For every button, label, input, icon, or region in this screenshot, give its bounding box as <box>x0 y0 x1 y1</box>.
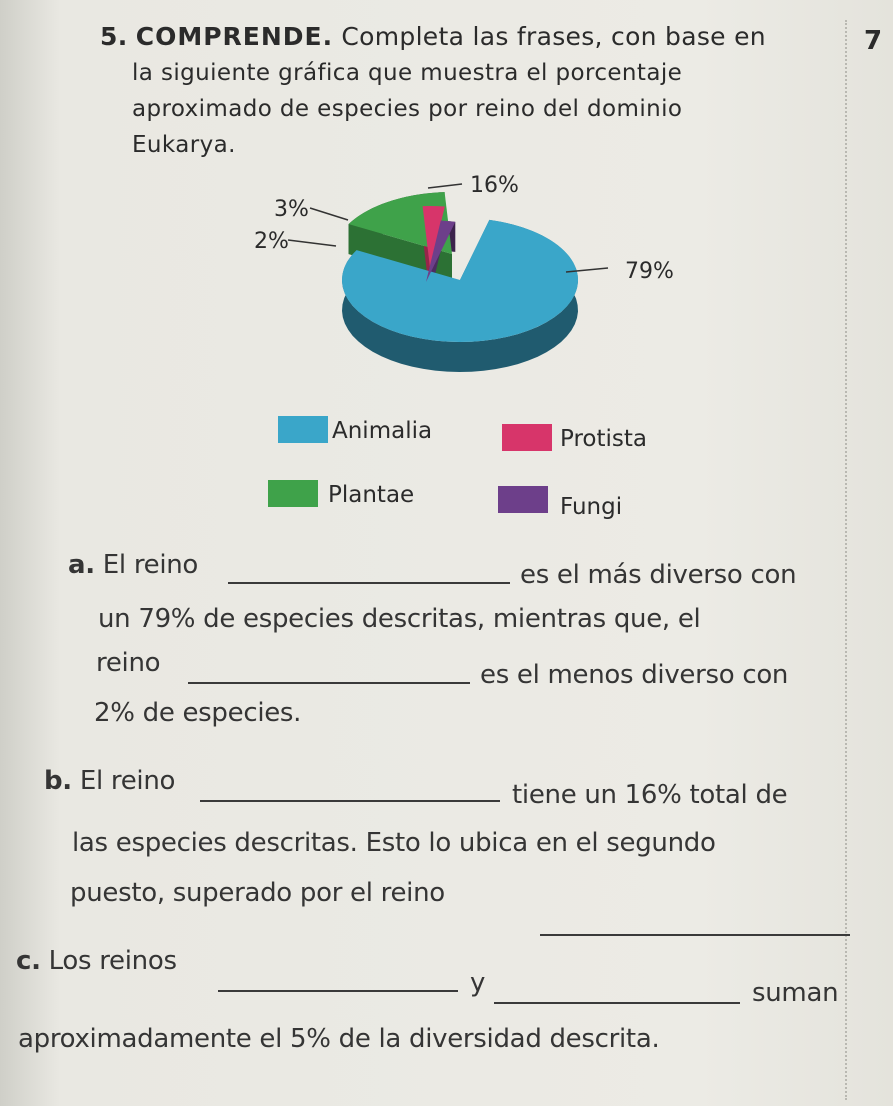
sentence-a-line-1: a. El reino <box>68 550 198 580</box>
sentence-c-text-2: y <box>470 968 486 998</box>
question-number: 5. <box>100 22 128 51</box>
legend-label-animalia: Animalia <box>332 418 433 444</box>
sentence-a-line-2: un 79% de especies descritas, mientras q… <box>98 604 701 634</box>
sentence-b-line-2: las especies descritas. Esto lo ubica en… <box>72 828 716 858</box>
data-label-plantae: 16% <box>470 173 519 198</box>
sentence-c-line-1: c. Los reinos <box>16 946 177 976</box>
blank-b-1[interactable] <box>200 778 500 802</box>
blank-a-2[interactable] <box>188 660 470 684</box>
sentence-a-line-4: 2% de especies. <box>94 698 302 728</box>
question-keyword: COMPRENDE. <box>135 22 334 51</box>
data-label-fungi: 2% <box>254 229 289 254</box>
sentence-a-text-3: reino <box>96 648 161 678</box>
pie-chart: 79% 16% 3% 2% <box>254 173 674 372</box>
leader-line-protista <box>309 207 349 221</box>
question-line-2: la siguiente gráfica que muestra el porc… <box>132 60 683 86</box>
margin-divider <box>845 20 847 1100</box>
legend-swatch-plantae <box>268 480 318 507</box>
sentence-c-label: c. <box>16 946 41 976</box>
legend-swatch-fungi <box>498 486 548 513</box>
sentence-b-label: b. <box>44 766 72 796</box>
blank-c-2[interactable] <box>494 980 740 1004</box>
legend-label-plantae: Plantae <box>328 482 415 508</box>
sentence-c-text-1: Los reinos <box>48 946 177 976</box>
sentence-a-text-4: es el menos diverso con <box>480 660 789 690</box>
legend-swatch-animalia <box>278 416 328 443</box>
pie-slice-fungi <box>426 220 456 282</box>
question-line-3: aproximado de especies por reino del dom… <box>132 96 683 122</box>
sentence-a-label: a. <box>68 550 95 580</box>
data-label-protista: 3% <box>274 197 309 222</box>
sentence-c-line-2: aproximadamente el 5% de la diversidad d… <box>18 1024 660 1054</box>
page-number: 7 <box>864 26 883 56</box>
question-line-1: Completa las frases, con base en <box>341 22 766 51</box>
legend-label-fungi: Fungi <box>560 494 623 520</box>
sentence-b-text-3: puesto, superado por el reino <box>70 878 445 908</box>
leader-line-fungi <box>287 239 337 247</box>
pie-tops <box>342 192 579 342</box>
sentence-b-line-1: b. El reino <box>44 766 175 796</box>
legend-label-protista: Protista <box>560 426 647 452</box>
pie-labels: 79% 16% 3% 2% <box>254 173 674 284</box>
sentence-b-text-2: tiene un 16% total de <box>512 780 788 810</box>
sentence-b-text-1: El reino <box>79 766 176 796</box>
sentence-c-text-3: suman <box>752 978 839 1008</box>
sentence-a-text-2: es el más diverso con <box>520 560 797 590</box>
blank-a-1[interactable] <box>228 560 510 584</box>
sentence-a-text-1: El reino <box>102 550 199 580</box>
blank-b-2[interactable] <box>540 912 850 936</box>
question-line-4: Eukarya. <box>132 132 236 158</box>
pie-slice-animalia <box>342 219 579 342</box>
pie-side-animalia <box>342 219 578 372</box>
leader-line-plantae <box>427 183 463 189</box>
pie-wedge-face-plantae <box>348 224 452 284</box>
data-label-animalia: 79% <box>625 259 674 284</box>
legend-swatch-protista <box>502 424 552 451</box>
pie-slice-protista <box>422 205 445 268</box>
question-title: 5. COMPRENDE. Completa las frases, con b… <box>100 22 766 51</box>
blank-c-1[interactable] <box>218 968 458 992</box>
leader-line-animalia <box>565 267 609 273</box>
